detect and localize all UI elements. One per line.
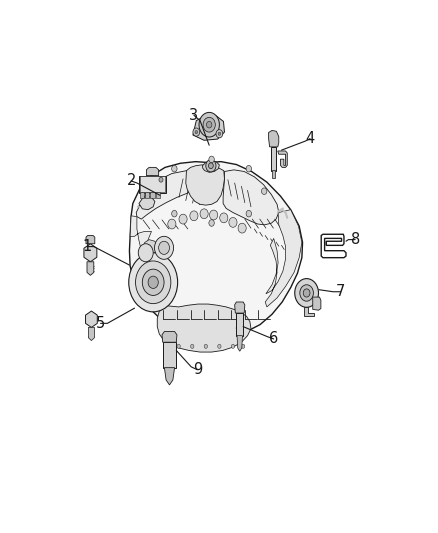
Circle shape xyxy=(303,289,310,297)
Polygon shape xyxy=(193,116,224,140)
Circle shape xyxy=(163,344,167,349)
Circle shape xyxy=(135,261,171,304)
Polygon shape xyxy=(130,216,172,301)
Polygon shape xyxy=(162,332,177,342)
Bar xyxy=(140,192,145,198)
Circle shape xyxy=(218,132,221,135)
Circle shape xyxy=(203,117,215,132)
Text: 2: 2 xyxy=(127,173,136,189)
Text: 5: 5 xyxy=(96,316,105,331)
Polygon shape xyxy=(85,311,97,327)
Circle shape xyxy=(204,344,208,349)
Circle shape xyxy=(238,223,246,233)
Bar xyxy=(237,313,243,336)
Circle shape xyxy=(148,276,158,288)
Polygon shape xyxy=(223,170,279,225)
Circle shape xyxy=(246,165,251,172)
Text: 1: 1 xyxy=(82,239,92,254)
Circle shape xyxy=(191,344,194,349)
Circle shape xyxy=(179,214,187,224)
Circle shape xyxy=(218,344,221,349)
Bar xyxy=(163,342,176,368)
Circle shape xyxy=(300,285,314,301)
Polygon shape xyxy=(265,209,302,307)
Text: 3: 3 xyxy=(189,108,198,123)
Circle shape xyxy=(195,131,198,134)
Polygon shape xyxy=(130,161,303,337)
Polygon shape xyxy=(304,308,314,316)
Circle shape xyxy=(159,177,163,182)
Bar xyxy=(155,192,159,198)
Circle shape xyxy=(246,211,251,217)
Circle shape xyxy=(209,156,214,163)
Polygon shape xyxy=(146,167,159,175)
Circle shape xyxy=(172,211,177,217)
Text: 8: 8 xyxy=(350,232,360,247)
Text: 7: 7 xyxy=(336,284,345,299)
Circle shape xyxy=(206,159,216,172)
Circle shape xyxy=(295,279,318,308)
Circle shape xyxy=(138,244,153,262)
Text: 9: 9 xyxy=(193,362,202,377)
Circle shape xyxy=(193,128,200,136)
Bar xyxy=(272,170,276,177)
Circle shape xyxy=(229,217,237,227)
Polygon shape xyxy=(268,131,279,147)
Text: 4: 4 xyxy=(305,131,314,146)
Bar xyxy=(271,147,276,171)
Bar xyxy=(139,175,166,193)
Polygon shape xyxy=(313,297,321,310)
Circle shape xyxy=(208,163,213,168)
Text: 6: 6 xyxy=(269,332,278,346)
Circle shape xyxy=(241,344,245,349)
Polygon shape xyxy=(87,262,94,276)
Circle shape xyxy=(155,236,173,260)
Polygon shape xyxy=(88,327,95,341)
Circle shape xyxy=(220,213,228,223)
Polygon shape xyxy=(164,368,175,385)
Polygon shape xyxy=(142,240,157,255)
Circle shape xyxy=(172,165,177,172)
Polygon shape xyxy=(139,196,155,209)
Polygon shape xyxy=(84,244,97,262)
Polygon shape xyxy=(136,171,202,219)
Circle shape xyxy=(199,112,219,137)
Polygon shape xyxy=(86,236,95,244)
Circle shape xyxy=(231,344,235,349)
Circle shape xyxy=(142,269,164,295)
Circle shape xyxy=(261,188,267,195)
Circle shape xyxy=(156,188,162,195)
Polygon shape xyxy=(237,336,243,351)
Circle shape xyxy=(209,210,218,220)
Bar xyxy=(151,192,155,198)
Circle shape xyxy=(216,130,223,138)
Polygon shape xyxy=(202,161,219,172)
Bar xyxy=(145,192,149,198)
Polygon shape xyxy=(278,151,287,167)
Circle shape xyxy=(206,122,212,128)
Circle shape xyxy=(190,211,198,221)
Bar xyxy=(140,176,166,192)
Circle shape xyxy=(129,253,178,312)
Circle shape xyxy=(177,344,180,349)
Polygon shape xyxy=(186,165,224,205)
Polygon shape xyxy=(235,302,245,313)
Polygon shape xyxy=(157,304,251,352)
Circle shape xyxy=(168,219,176,229)
Circle shape xyxy=(159,241,170,254)
Circle shape xyxy=(209,220,214,227)
Circle shape xyxy=(200,209,208,219)
